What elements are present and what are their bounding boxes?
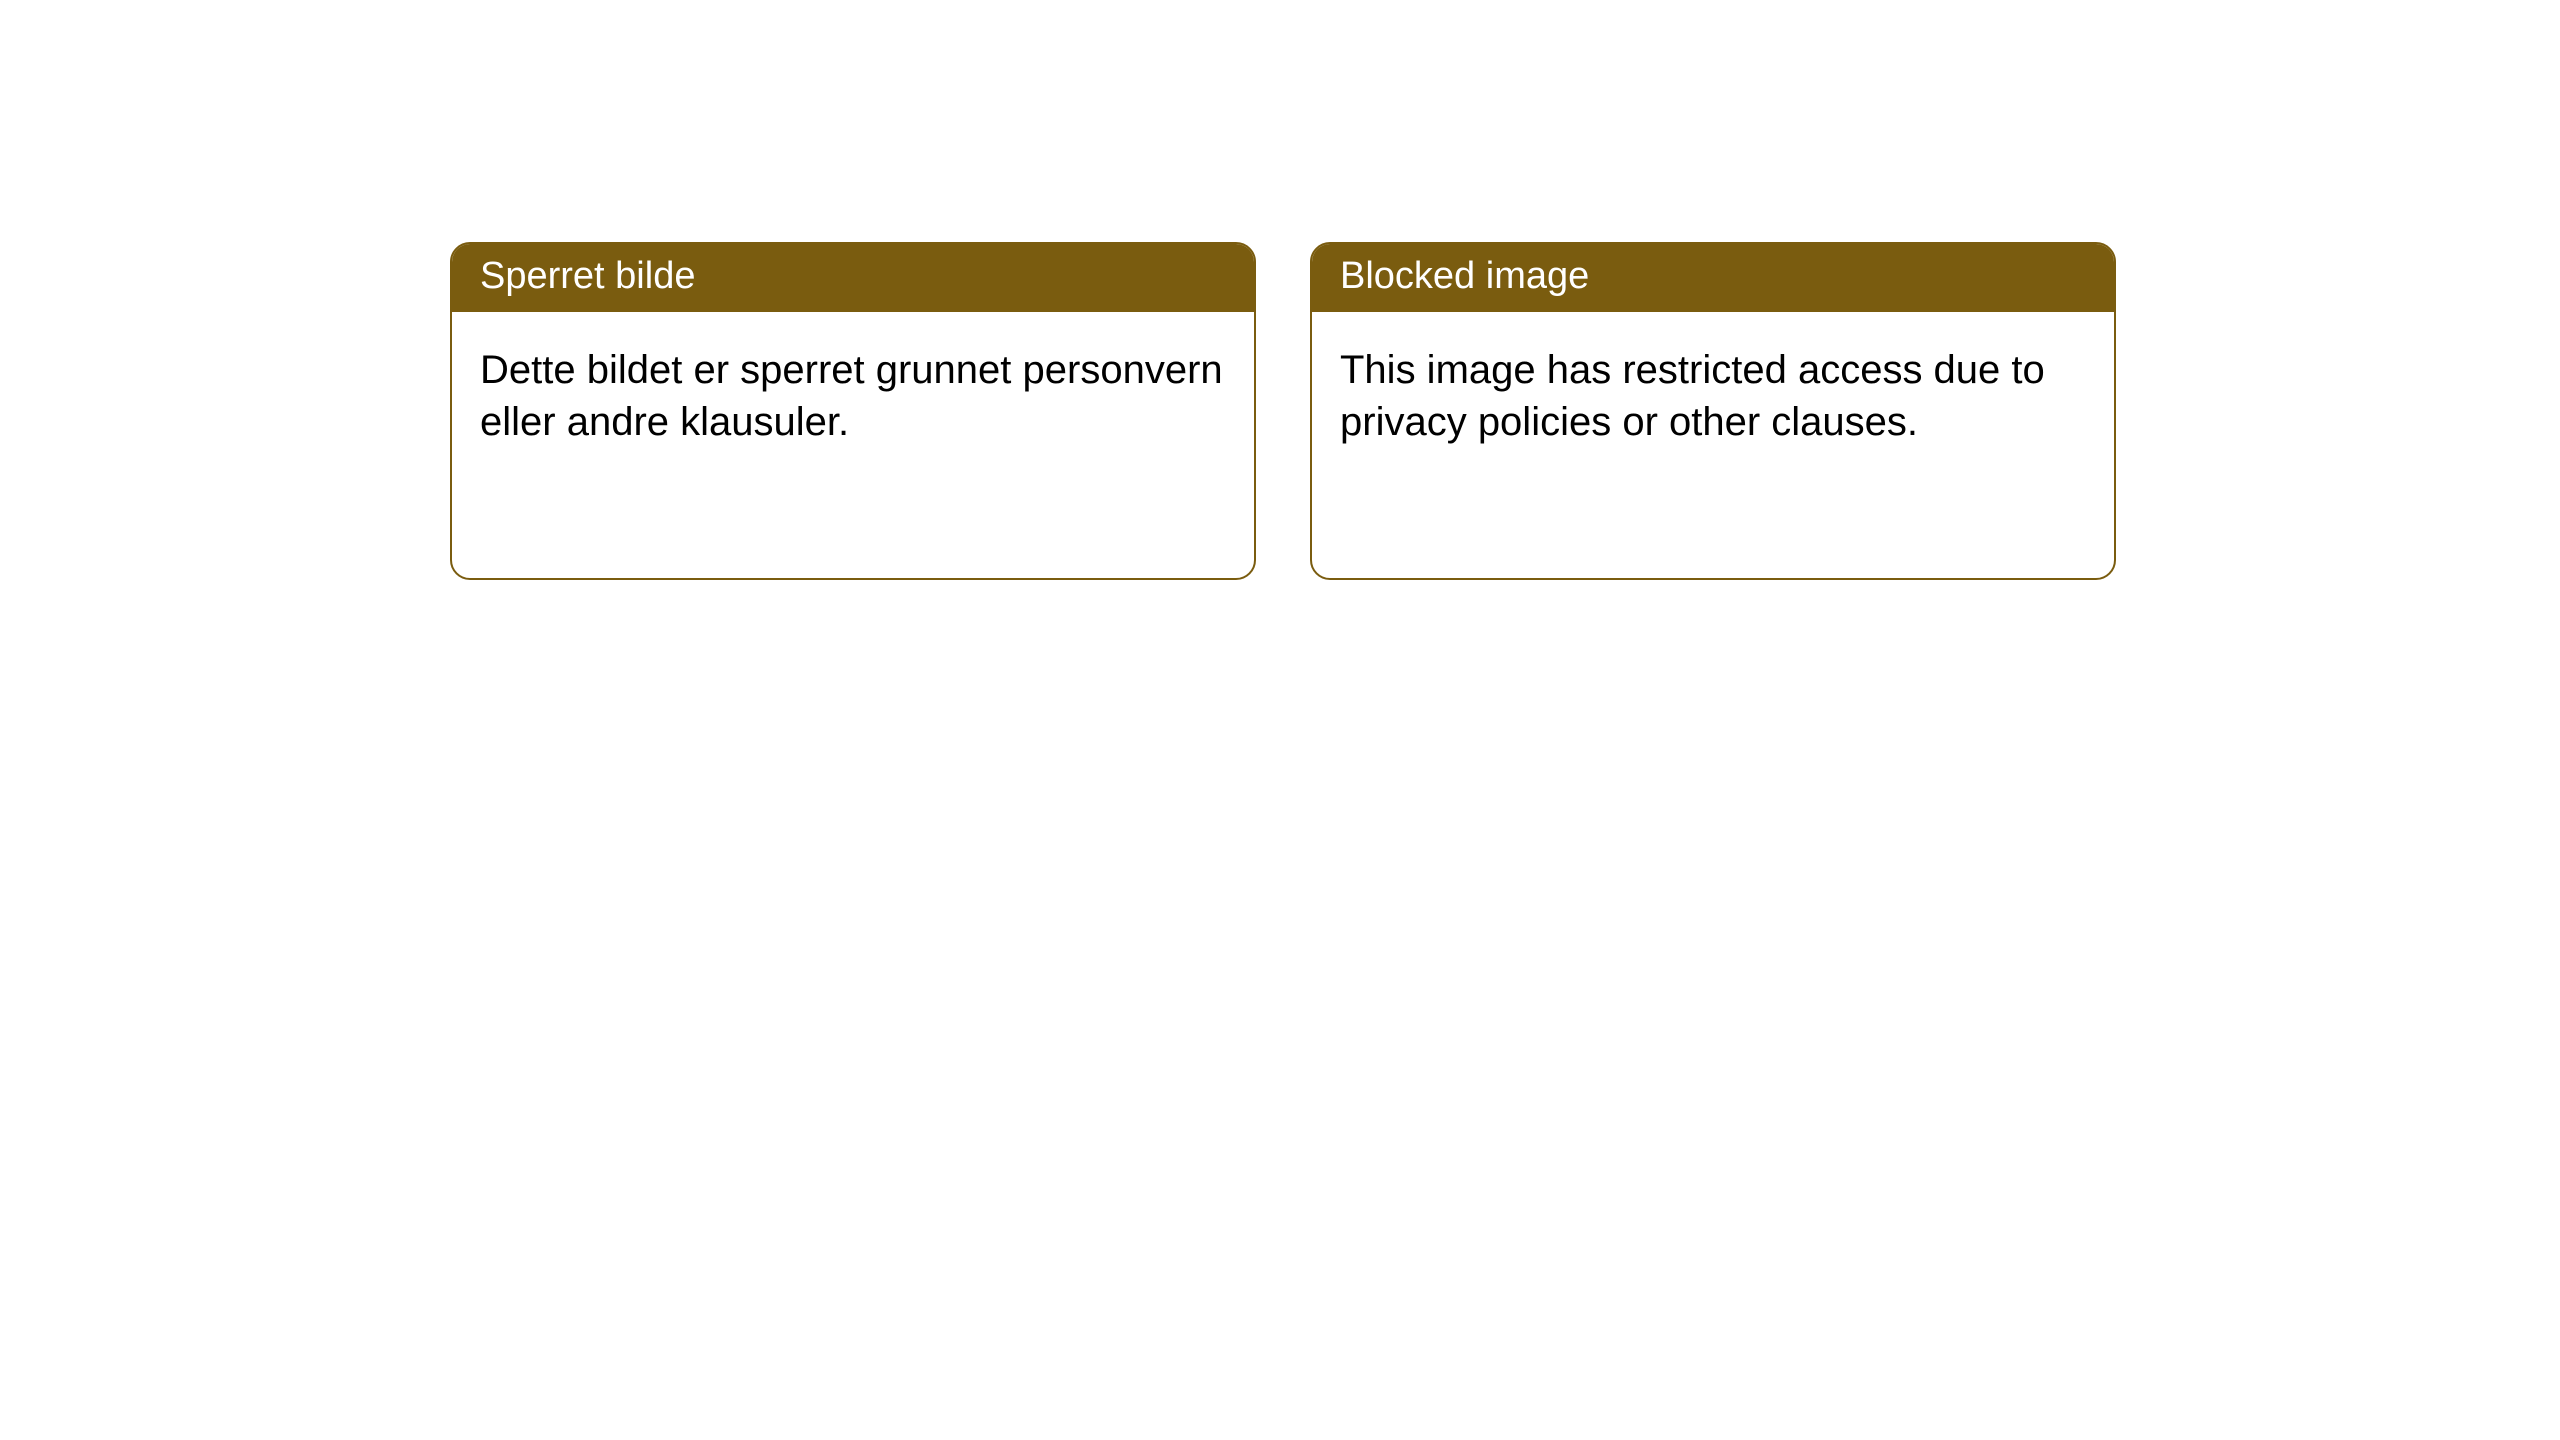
panel-body-english: This image has restricted access due to …	[1312, 312, 2114, 480]
notice-panels-container: Sperret bilde Dette bildet er sperret gr…	[0, 0, 2560, 580]
blocked-image-panel-english: Blocked image This image has restricted …	[1310, 242, 2116, 580]
panel-title-norwegian: Sperret bilde	[452, 244, 1254, 312]
panel-body-norwegian: Dette bildet er sperret grunnet personve…	[452, 312, 1254, 480]
blocked-image-panel-norwegian: Sperret bilde Dette bildet er sperret gr…	[450, 242, 1256, 580]
panel-title-english: Blocked image	[1312, 244, 2114, 312]
